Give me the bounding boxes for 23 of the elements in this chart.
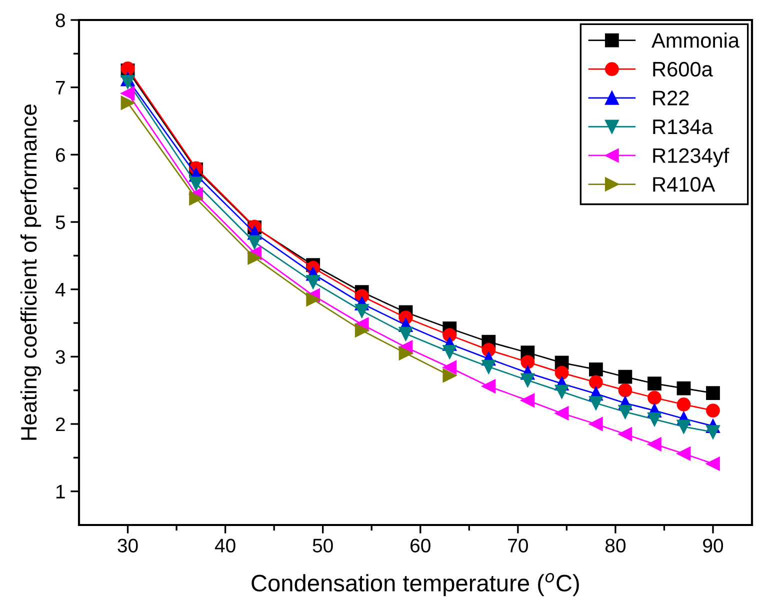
y-tick-label: 3 xyxy=(56,350,65,364)
x-tick-label: 90 xyxy=(703,538,724,552)
x-tick-label: 50 xyxy=(312,538,333,552)
y-tick-label: 2 xyxy=(56,417,65,432)
y-tick-label: 7 xyxy=(56,81,65,94)
y-tick-label: 6 xyxy=(56,148,65,162)
x-tick-label: 40 xyxy=(214,538,236,552)
y-tick-label: 8 xyxy=(56,13,65,28)
y-tick-label: 5 xyxy=(56,216,65,230)
x-axis-title: Condensation temperature ($^{o}$C) xyxy=(252,572,579,596)
y-axis-title: Heating coefficient of performance xyxy=(20,104,42,440)
legend-label: Ammonia xyxy=(652,32,740,48)
legend-label: R410A xyxy=(653,177,716,192)
legend-label: R1234yf xyxy=(653,148,730,168)
legend-label: R134a xyxy=(653,119,713,134)
y-tick-label: 1 xyxy=(56,485,65,498)
legend-label: R600a xyxy=(653,62,713,77)
y-tick-label: 4 xyxy=(55,283,66,296)
x-tick-label: 80 xyxy=(605,538,626,552)
legend-label: R22 xyxy=(653,90,689,106)
x-tick-label: 30 xyxy=(118,538,138,552)
x-tick-label: 60 xyxy=(410,538,430,552)
x-tick-label: 70 xyxy=(508,538,528,552)
